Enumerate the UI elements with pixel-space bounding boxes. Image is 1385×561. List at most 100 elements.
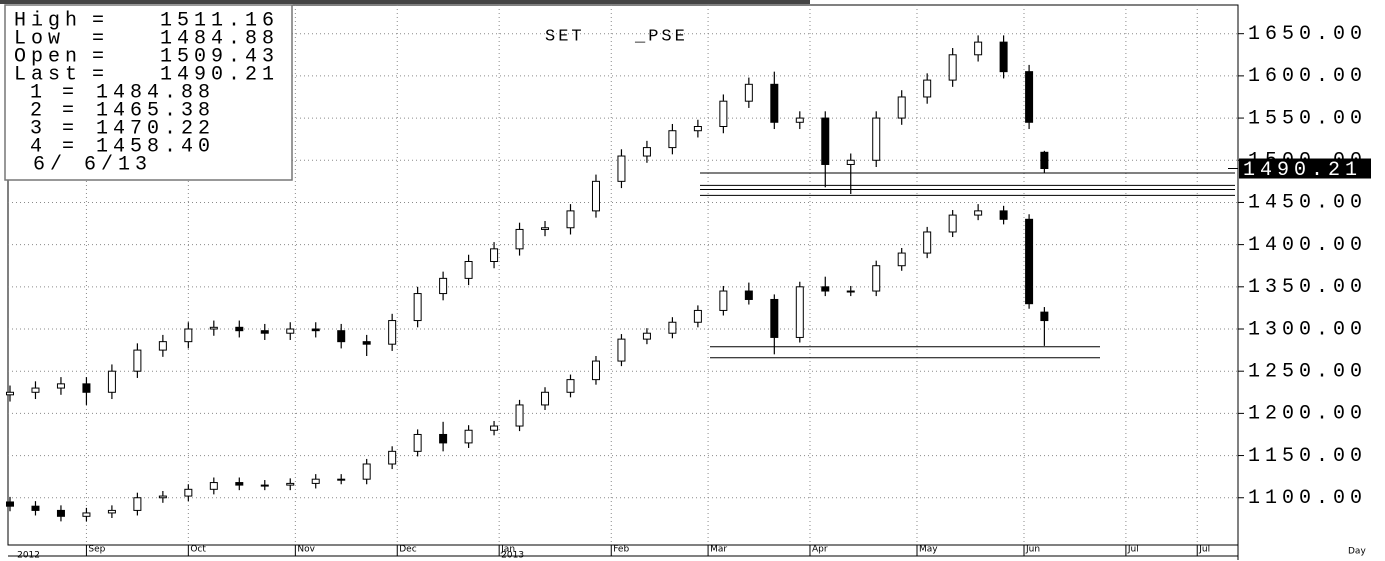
candle-body <box>389 451 396 464</box>
candle-body <box>338 331 345 342</box>
series-name: _PSE <box>634 27 688 46</box>
candle-body <box>949 215 956 232</box>
candle-body <box>592 361 599 380</box>
candle-body <box>669 131 676 148</box>
candle-body <box>542 392 549 405</box>
candle-body <box>108 371 115 392</box>
y-tick-label: 1450.00 <box>1248 192 1367 215</box>
candle-body <box>542 228 549 230</box>
candle-body <box>1026 72 1033 123</box>
chart: 1100.001150.001200.001250.001300.001350.… <box>0 0 1385 561</box>
x-unit-label: Day <box>1348 547 1366 557</box>
x-tick-label: May <box>919 545 938 555</box>
x-tick-label: Jul <box>1127 545 1139 555</box>
candle-body <box>924 232 931 253</box>
candle-body <box>771 299 778 337</box>
y-tick-label: 1150.00 <box>1248 445 1367 468</box>
candle-body <box>32 388 39 392</box>
candle-body <box>159 342 166 350</box>
y-tick-label: 1650.00 <box>1248 23 1367 46</box>
candle-body <box>873 118 880 160</box>
candle-body <box>898 97 905 118</box>
info-date: 6/ 6/13 <box>33 153 152 176</box>
candle-body <box>567 211 574 228</box>
candle-body <box>898 253 905 266</box>
x-tick-label: Jul <box>1198 545 1210 555</box>
candle-body <box>873 266 880 291</box>
candle-body <box>1000 211 1007 219</box>
candle-body <box>440 434 447 442</box>
x-tick-label: Apr <box>812 545 828 555</box>
x-tick-label: Oct <box>190 545 206 555</box>
candle-body <box>643 333 650 339</box>
candle-body <box>491 249 498 262</box>
y-tick-label: 1350.00 <box>1248 276 1367 299</box>
candle-body <box>694 310 701 322</box>
candle-body <box>261 331 268 334</box>
candle-body <box>465 430 472 443</box>
candle-body <box>83 513 90 516</box>
candle-body <box>261 485 268 486</box>
candle-body <box>185 489 192 496</box>
candle-body <box>975 211 982 215</box>
y-tick-label: 1100.00 <box>1248 487 1367 510</box>
candle-body <box>924 80 931 97</box>
candle-body <box>312 329 319 331</box>
candle-body <box>32 506 39 510</box>
x-tick-label: Nov <box>297 545 315 555</box>
candle-body <box>745 84 752 101</box>
year-label: 2012 <box>17 551 40 561</box>
candle-body <box>440 278 447 293</box>
x-tick-label: Mar <box>710 545 727 555</box>
candle-body <box>210 483 217 490</box>
series-name: SET <box>545 27 585 46</box>
candle-body <box>236 483 243 486</box>
candle-body <box>363 464 370 479</box>
candle-body <box>465 262 472 279</box>
candle-body <box>210 327 217 329</box>
y-tick-label: 1600.00 <box>1248 65 1367 88</box>
candle-body <box>134 350 141 371</box>
candle-body <box>185 329 192 342</box>
candle-body <box>363 342 370 345</box>
candle-body <box>847 160 854 164</box>
y-tick-label: 1400.00 <box>1248 234 1367 257</box>
candle-body <box>516 229 523 248</box>
x-tick-label: Dec <box>399 545 416 555</box>
x-tick-label: Feb <box>613 545 629 555</box>
candle-body <box>720 291 727 310</box>
candle-body <box>618 156 625 181</box>
candle-body <box>618 339 625 361</box>
candle-body <box>975 42 982 55</box>
candle-body <box>771 84 778 122</box>
candle-body <box>7 392 14 395</box>
candle-body <box>1041 152 1048 168</box>
candle-body <box>57 384 64 388</box>
candle-body <box>134 498 141 511</box>
candle-body <box>745 291 752 299</box>
candle-body <box>7 502 14 506</box>
candle-body <box>669 322 676 333</box>
candle-body <box>822 287 829 291</box>
candle-body <box>592 181 599 211</box>
candle-body <box>567 380 574 393</box>
y-tick-label: 1250.00 <box>1248 360 1367 383</box>
candle-body <box>1000 42 1007 72</box>
y-tick-label: 1200.00 <box>1248 403 1367 426</box>
candle-body <box>312 479 319 483</box>
candle-body <box>1041 312 1048 320</box>
candle-body <box>516 405 523 426</box>
candle-body <box>796 287 803 338</box>
candle-body <box>491 426 498 430</box>
x-tick-label: Jun <box>1025 545 1040 555</box>
candle-body <box>108 510 115 513</box>
y-tick-label: 1550.00 <box>1248 107 1367 130</box>
last-price-label: 1490.21 <box>1243 159 1362 182</box>
candle-body <box>338 479 345 480</box>
candle-body <box>847 291 854 292</box>
candle-body <box>694 127 701 131</box>
candle-body <box>389 321 396 345</box>
candle-body <box>414 434 421 451</box>
candle-body <box>720 101 727 126</box>
candle-body <box>643 148 650 156</box>
